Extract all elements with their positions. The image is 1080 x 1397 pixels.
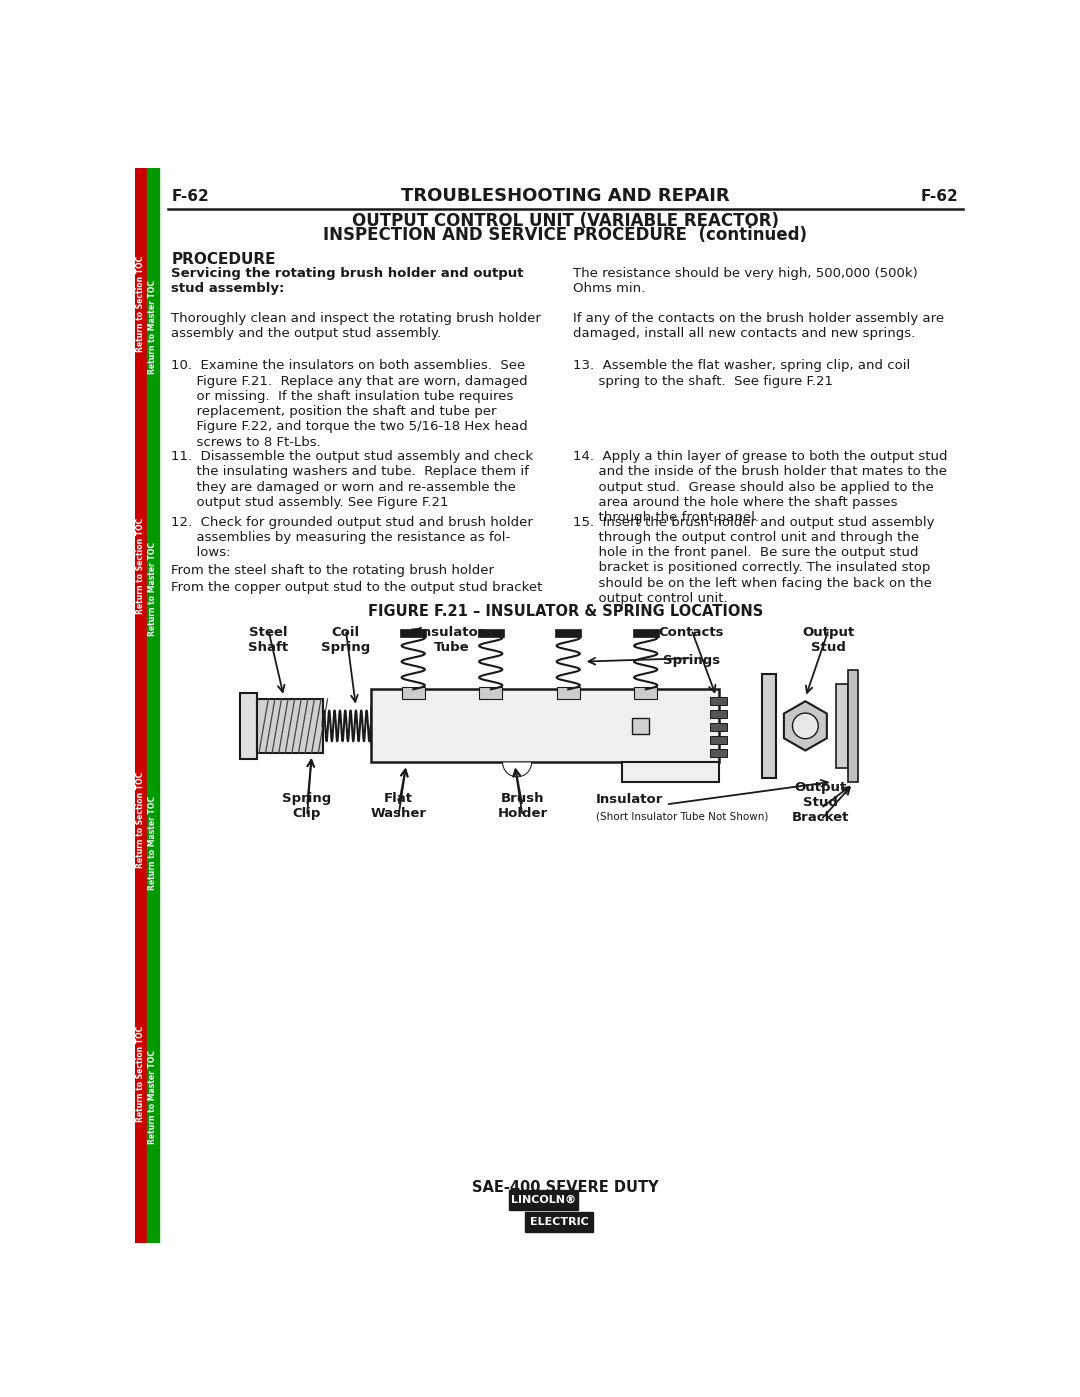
Text: Springs: Springs <box>663 654 720 668</box>
Text: Return to Master TOC: Return to Master TOC <box>148 279 158 374</box>
Text: output control unit.: output control unit. <box>572 592 727 605</box>
Bar <box>710 710 727 718</box>
Text: TROUBLESHOOTING AND REPAIR: TROUBLESHOOTING AND REPAIR <box>401 187 729 205</box>
Bar <box>135 168 147 1243</box>
Text: Return to Section TOC: Return to Section TOC <box>136 1025 146 1122</box>
Bar <box>762 673 775 778</box>
Text: Contacts: Contacts <box>659 626 725 638</box>
Bar <box>710 724 727 731</box>
Text: Return to Section TOC: Return to Section TOC <box>136 518 146 613</box>
Text: Flat
Washer: Flat Washer <box>370 792 427 820</box>
Text: LINCOLN®: LINCOLN® <box>511 1196 576 1206</box>
Text: Servicing the rotating brush holder and output: Servicing the rotating brush holder and … <box>172 267 524 279</box>
Text: output stud.  Grease should also be applied to the: output stud. Grease should also be appli… <box>572 481 933 493</box>
Text: Thoroughly clean and inspect the rotating brush holder: Thoroughly clean and inspect the rotatin… <box>172 312 541 324</box>
Text: SAE-400 SEVERE DUTY: SAE-400 SEVERE DUTY <box>472 1180 659 1196</box>
Text: through the front panel.: through the front panel. <box>572 511 758 524</box>
Bar <box>525 1211 593 1232</box>
Text: 12.  Check for grounded output stud and brush holder: 12. Check for grounded output stud and b… <box>172 515 534 528</box>
Text: spring to the shaft.  See figure F.21: spring to the shaft. See figure F.21 <box>572 374 833 387</box>
Bar <box>848 671 859 782</box>
Text: From the copper output stud to the output stud bracket: From the copper output stud to the outpu… <box>172 581 543 594</box>
Text: If any of the contacts on the brush holder assembly are: If any of the contacts on the brush hold… <box>572 312 944 324</box>
Text: 13.  Assemble the flat washer, spring clip, and coil: 13. Assemble the flat washer, spring cli… <box>572 359 910 373</box>
Text: Insulator: Insulator <box>596 793 663 806</box>
Text: bracket is positioned correctly. The insulated stop: bracket is positioned correctly. The ins… <box>572 562 930 574</box>
Text: hole in the front panel.  Be sure the output stud: hole in the front panel. Be sure the out… <box>572 546 918 559</box>
Text: damaged, install all new contacts and new springs.: damaged, install all new contacts and ne… <box>572 327 915 339</box>
Text: should be on the left when facing the back on the: should be on the left when facing the ba… <box>572 577 932 590</box>
Text: Return to Master TOC: Return to Master TOC <box>148 796 158 890</box>
Bar <box>147 168 159 1243</box>
Bar <box>510 1190 578 1210</box>
Bar <box>556 687 580 698</box>
Text: Ohms min.: Ohms min. <box>572 282 645 295</box>
Text: Return to Section TOC: Return to Section TOC <box>136 771 146 868</box>
Text: F-62: F-62 <box>172 189 210 204</box>
Text: Insulator
Tube: Insulator Tube <box>418 626 485 654</box>
Text: they are damaged or worn and re-assemble the: they are damaged or worn and re-assemble… <box>172 481 516 493</box>
Text: area around the hole where the shaft passes: area around the hole where the shaft pas… <box>572 496 897 509</box>
Bar <box>622 763 719 782</box>
Bar <box>710 749 727 757</box>
Text: lows:: lows: <box>172 546 231 559</box>
Text: through the output control unit and through the: through the output control unit and thro… <box>572 531 919 543</box>
Text: assemblies by measuring the resistance as fol-: assemblies by measuring the resistance a… <box>172 531 511 543</box>
Text: PROCEDURE: PROCEDURE <box>172 253 275 267</box>
Text: FIGURE F.21 – INSULATOR & SPRING LOCATIONS: FIGURE F.21 – INSULATOR & SPRING LOCATIO… <box>367 605 762 619</box>
Bar <box>633 629 659 637</box>
Bar <box>370 689 719 763</box>
Text: Return to Master TOC: Return to Master TOC <box>148 542 158 636</box>
Text: 10.  Examine the insulators on both assemblies.  See: 10. Examine the insulators on both assem… <box>172 359 526 373</box>
Text: 15.  Insert the brush holder and output stud assembly: 15. Insert the brush holder and output s… <box>572 515 934 528</box>
Text: Return to Section TOC: Return to Section TOC <box>136 256 146 352</box>
Bar <box>710 736 727 745</box>
Text: Figure F.22, and torque the two 5/16-18 Hex head: Figure F.22, and torque the two 5/16-18 … <box>172 420 528 433</box>
Text: OUTPUT CONTROL UNIT (VARIABLE REACTOR): OUTPUT CONTROL UNIT (VARIABLE REACTOR) <box>352 212 779 229</box>
Text: F-62: F-62 <box>921 189 959 204</box>
Bar <box>555 629 581 637</box>
Bar <box>836 683 848 768</box>
Text: From the steel shaft to the rotating brush holder: From the steel shaft to the rotating bru… <box>172 564 495 577</box>
Text: Output
Stud
Bracket: Output Stud Bracket <box>793 781 850 824</box>
Text: stud assembly:: stud assembly: <box>172 282 285 295</box>
Bar <box>710 697 727 704</box>
Text: screws to 8 Ft-Lbs.: screws to 8 Ft-Lbs. <box>172 436 321 448</box>
Text: 14.  Apply a thin layer of grease to both the output stud: 14. Apply a thin layer of grease to both… <box>572 450 947 464</box>
Text: assembly and the output stud assembly.: assembly and the output stud assembly. <box>172 327 442 339</box>
Circle shape <box>793 712 819 739</box>
Bar <box>478 629 503 637</box>
Bar <box>401 629 426 637</box>
Bar <box>480 687 502 698</box>
Wedge shape <box>503 763 531 777</box>
Text: ELECTRIC: ELECTRIC <box>529 1217 589 1227</box>
Text: Spring
Clip: Spring Clip <box>283 792 332 820</box>
Text: Steel
Shaft: Steel Shaft <box>248 626 288 654</box>
Text: output stud assembly. See Figure F.21: output stud assembly. See Figure F.21 <box>172 496 449 509</box>
Bar <box>634 687 658 698</box>
Text: Figure F.21.  Replace any that are worn, damaged: Figure F.21. Replace any that are worn, … <box>172 374 528 387</box>
Text: or missing.  If the shaft insulation tube requires: or missing. If the shaft insulation tube… <box>172 390 514 402</box>
Bar <box>402 687 424 698</box>
Bar <box>240 693 257 759</box>
Text: replacement, position the shaft and tube per: replacement, position the shaft and tube… <box>172 405 497 418</box>
Text: Return to Master TOC: Return to Master TOC <box>148 1051 158 1144</box>
Bar <box>257 698 323 753</box>
Polygon shape <box>784 701 827 750</box>
Bar <box>632 718 649 733</box>
Text: INSPECTION AND SERVICE PROCEDURE  (continued): INSPECTION AND SERVICE PROCEDURE (contin… <box>323 226 807 243</box>
Text: and the inside of the brush holder that mates to the: and the inside of the brush holder that … <box>572 465 947 479</box>
Text: The resistance should be very high, 500,000 (500k): The resistance should be very high, 500,… <box>572 267 917 279</box>
Text: 11.  Disassemble the output stud assembly and check: 11. Disassemble the output stud assembly… <box>172 450 534 464</box>
Text: Coil
Spring: Coil Spring <box>321 626 370 654</box>
Text: the insulating washers and tube.  Replace them if: the insulating washers and tube. Replace… <box>172 465 529 479</box>
Text: Brush
Holder: Brush Holder <box>498 792 548 820</box>
Text: Output
Stud: Output Stud <box>802 626 854 654</box>
Text: (Short Insulator Tube Not Shown): (Short Insulator Tube Not Shown) <box>596 812 769 821</box>
